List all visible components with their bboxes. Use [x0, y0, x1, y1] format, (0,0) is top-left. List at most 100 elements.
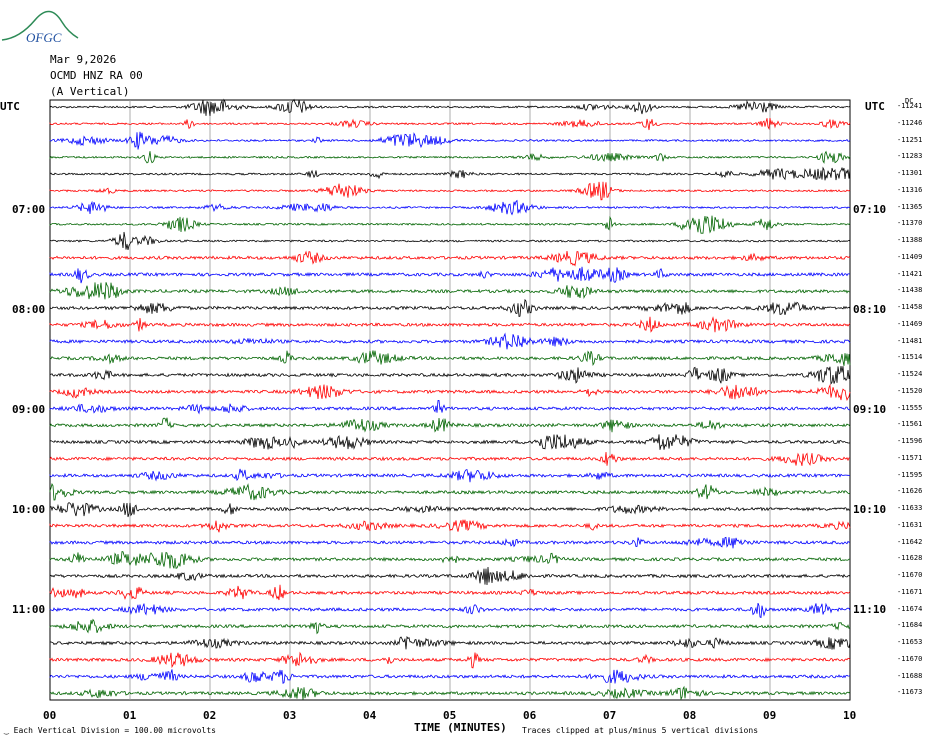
dc-offset-value: -11595 — [897, 470, 923, 479]
left-time-label: 07:00 — [12, 203, 46, 216]
dc-offset-value: -11561 — [897, 420, 923, 429]
vertical-scale-note: ‿ Each Vertical Division = 100.00 microv… — [4, 726, 216, 735]
x-tick-label: 07 — [603, 709, 617, 722]
dc-offset-value: -11421 — [897, 269, 923, 278]
seismic-trace — [49, 98, 851, 117]
seismic-trace — [49, 482, 851, 501]
right-time-label: 07:10 — [853, 203, 887, 216]
left-time-label: 10:00 — [12, 503, 46, 516]
x-tick-label: 09 — [763, 709, 777, 722]
dc-offset-value: -11388 — [897, 236, 923, 244]
x-tick-label: 10 — [843, 709, 857, 722]
clip-note: Traces clipped at plus/minus 5 vertical … — [522, 726, 759, 735]
seismic-trace — [49, 584, 851, 601]
dc-offset-value: -11246 — [897, 118, 923, 127]
seismic-trace — [49, 316, 851, 333]
dc-offset-value: -11631 — [897, 520, 923, 529]
right-time-label: 08:10 — [853, 303, 887, 316]
dc-offset-value: -11316 — [897, 185, 923, 194]
seismic-trace — [49, 618, 851, 635]
right-time-label: 10:10 — [853, 503, 887, 516]
x-tick-label: 04 — [363, 709, 377, 722]
seismic-trace — [49, 451, 851, 466]
dc-offset-value: -11241 — [897, 102, 923, 110]
dc-offset-value: -11688 — [897, 671, 923, 680]
x-tick-label: 08 — [683, 709, 697, 722]
seismic-trace — [49, 282, 851, 300]
logo-text: OFGC — [26, 30, 62, 45]
x-tick-label: 01 — [123, 709, 137, 722]
dc-offset-value: -11370 — [897, 219, 923, 228]
seismic-trace — [49, 566, 851, 586]
seismic-trace — [49, 417, 851, 433]
ofgc-logo: OFGC — [1, 10, 79, 45]
right-time-label: 09:10 — [853, 403, 887, 416]
seismic-trace — [49, 365, 851, 385]
seismic-trace — [49, 685, 851, 701]
dc-offset-value: -11524 — [897, 370, 923, 378]
seismic-trace — [49, 519, 851, 533]
dc-offset-value: -11409 — [897, 252, 923, 261]
seismic-trace — [49, 434, 851, 450]
station-channel: OCMD HNZ RA 00 — [50, 69, 143, 82]
seismic-trace — [49, 181, 851, 201]
dc-offset-value: -11571 — [897, 453, 923, 462]
x-tick-label: 00 — [43, 709, 57, 722]
dc-offset-value: -11438 — [897, 286, 923, 295]
left-time-label: 08:00 — [12, 303, 46, 316]
dc-offset-value: -11642 — [897, 537, 923, 546]
dc-offset-value: -11481 — [897, 336, 923, 345]
dc-offset-value: -11520 — [897, 386, 923, 395]
seismic-trace — [49, 131, 851, 150]
dc-offset-value: -11628 — [897, 554, 923, 563]
seismic-trace — [49, 669, 851, 684]
seismic-trace — [49, 399, 851, 415]
seismic-trace — [49, 468, 850, 483]
seismic-trace — [49, 536, 851, 549]
x-tick-label: 06 — [523, 709, 537, 722]
dc-offset-value: -11555 — [897, 403, 923, 412]
dc-offset-value: -11469 — [897, 319, 923, 328]
logo-mountain-icon — [1, 10, 79, 41]
utc-left-label: UTC — [0, 100, 20, 113]
dc-offset-value: -11458 — [897, 303, 923, 311]
dc-offset-value: -11626 — [897, 487, 923, 496]
seismic-trace — [49, 298, 851, 318]
dc-offset-value: -11653 — [897, 638, 923, 646]
dc-offset-value: -11301 — [897, 169, 923, 177]
dc-label: DC — [905, 97, 914, 105]
dc-offset-value: -11633 — [897, 504, 923, 512]
seismic-trace — [49, 635, 851, 650]
dc-offset-value: -11670 — [897, 654, 923, 663]
seismic-trace — [49, 231, 851, 250]
dc-offset-value: -11514 — [897, 353, 923, 362]
seismic-trace — [49, 350, 851, 367]
seismic-trace — [49, 651, 851, 669]
seismic-trace — [49, 250, 851, 267]
x-axis-label: TIME (MINUTES) — [414, 721, 507, 734]
x-tick-label: 02 — [203, 709, 217, 722]
component-label: (A Vertical) — [50, 85, 130, 98]
x-tick-label: 03 — [283, 709, 297, 722]
seismic-trace — [49, 199, 851, 216]
seismic-trace — [49, 602, 851, 619]
scale-text: Each Vertical Division = 100.00 microvol… — [13, 726, 216, 735]
right-time-label: 11:10 — [853, 603, 887, 616]
seismic-trace — [49, 166, 851, 181]
dc-offset-value: -11673 — [897, 688, 923, 697]
dc-offset-value: -11684 — [897, 621, 923, 630]
scale-marker-icon: ‿ — [4, 726, 9, 735]
x-tick-label: 05 — [443, 709, 457, 722]
dc-offset-value: -11671 — [897, 587, 923, 596]
left-time-label: 11:00 — [12, 603, 46, 616]
dc-offset-value: -11365 — [897, 202, 923, 211]
dc-offset-value: -11670 — [897, 571, 923, 579]
seismic-trace — [49, 215, 851, 234]
seismic-trace — [49, 266, 851, 284]
seismic-trace — [49, 150, 851, 164]
seismic-trace — [49, 551, 850, 569]
dc-offset-value: -11674 — [897, 604, 923, 613]
record-date: Mar 9,2026 — [50, 53, 117, 66]
seismic-trace — [49, 118, 851, 131]
